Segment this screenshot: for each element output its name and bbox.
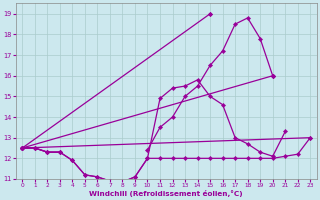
X-axis label: Windchill (Refroidissement éolien,°C): Windchill (Refroidissement éolien,°C) — [90, 190, 243, 197]
